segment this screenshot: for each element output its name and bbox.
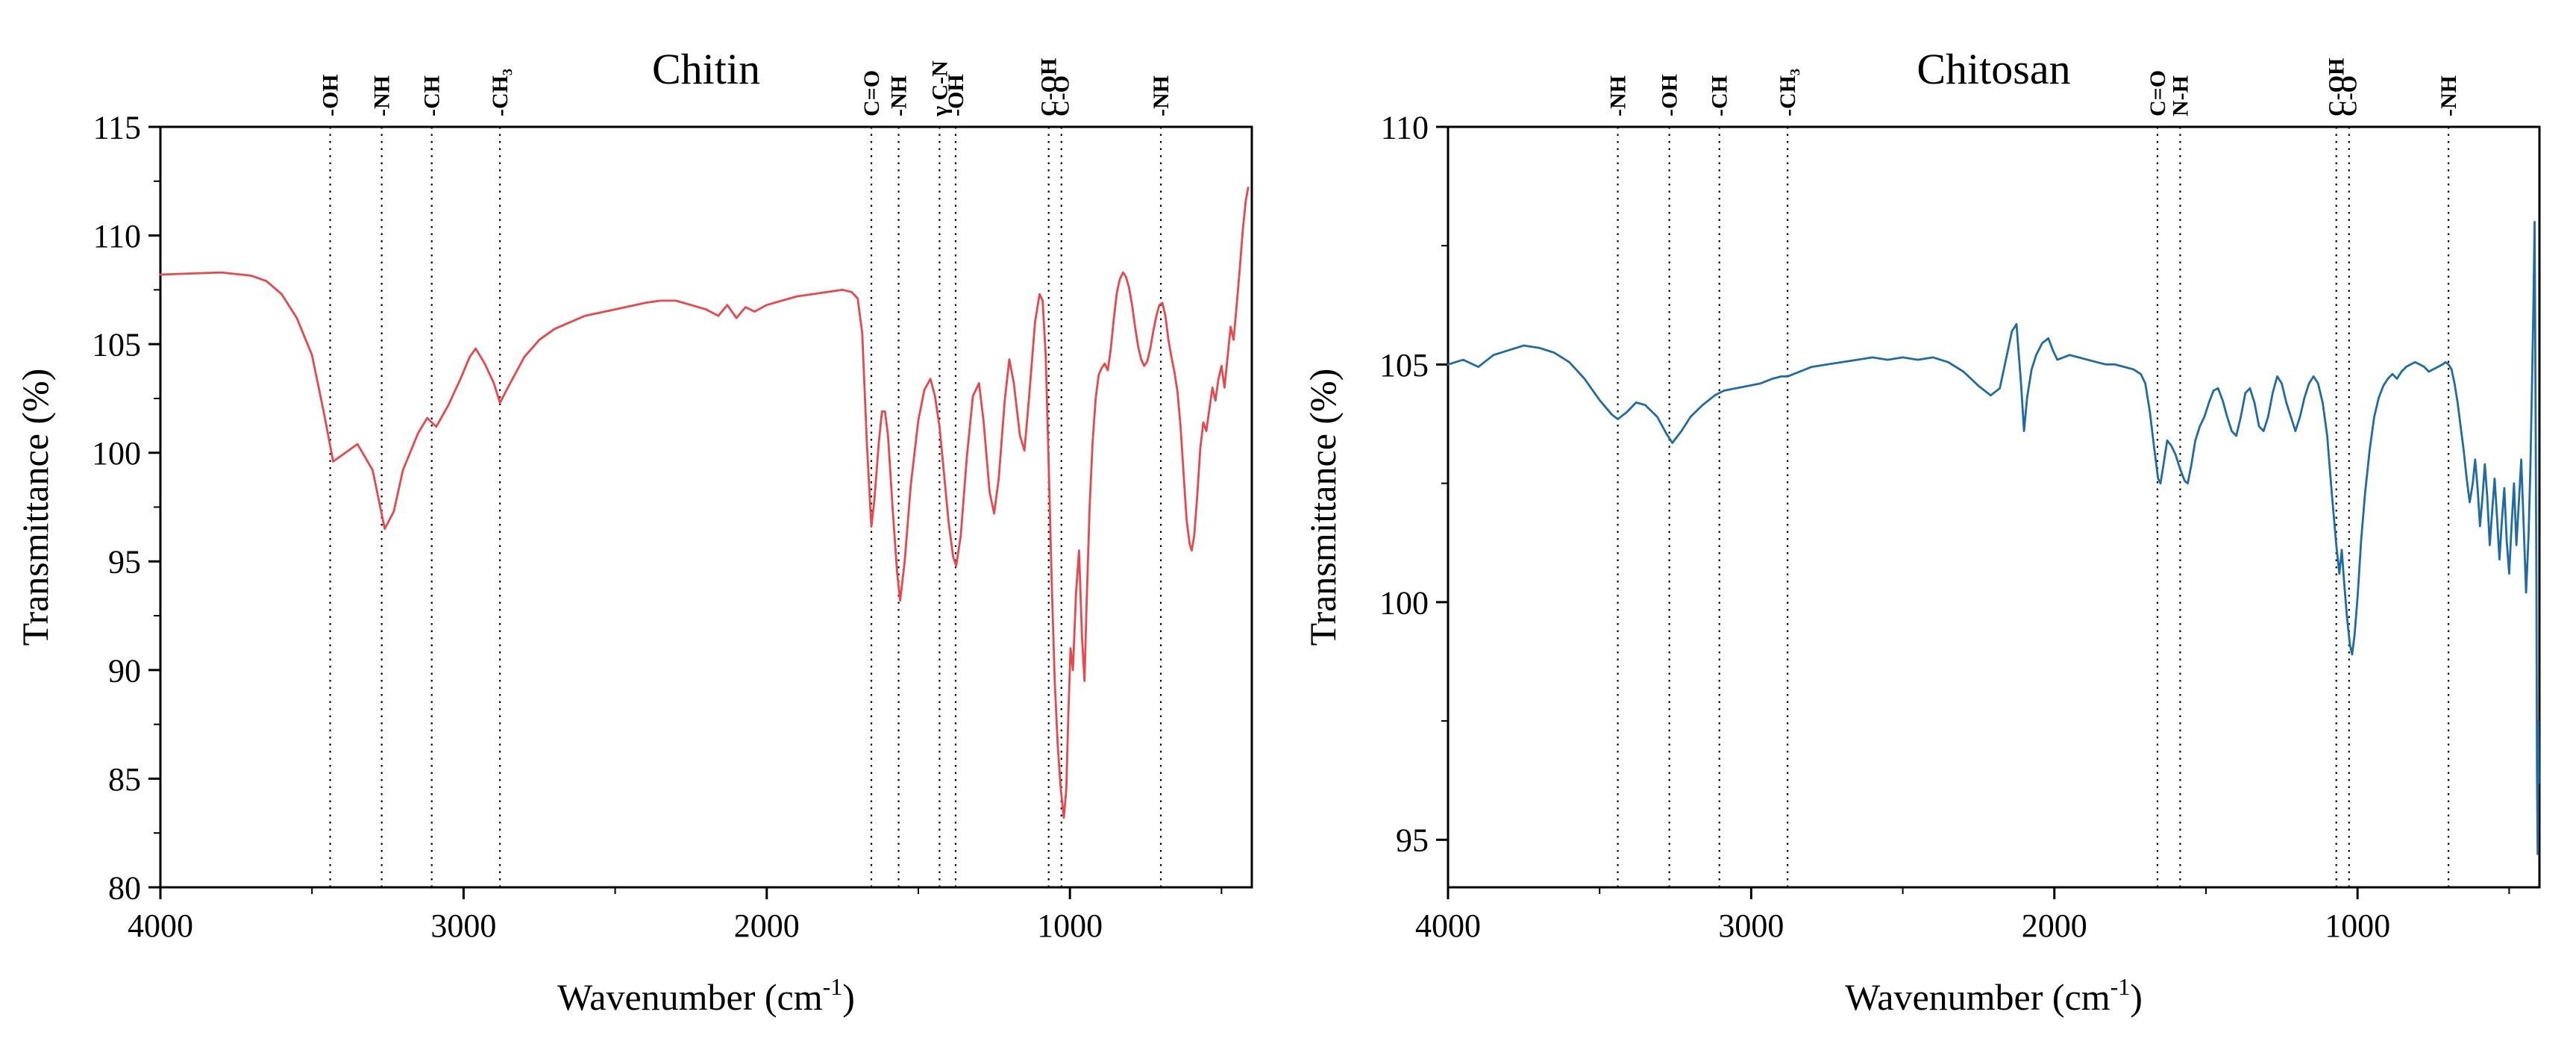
y-axis-ticks: 95 100 105 110 <box>1379 109 1448 859</box>
chitin-chart-svg: 4000 3000 2000 1000 80 85 90 95 100 105 110 115 -OH -… <box>0 0 1288 1050</box>
annotation-label: -CH <box>1708 75 1732 116</box>
y-tick-label: 115 <box>93 109 141 146</box>
annotation-labels: -NH -OH -CH -CH₃ C=ON-H C-OHC-O -NH <box>1605 58 2461 116</box>
y-tick-label: 100 <box>92 435 141 472</box>
y-axis-ticks: 80 85 90 95 100 105 110 115 <box>92 109 160 906</box>
y-tick-label: 105 <box>1379 347 1429 384</box>
annotation-label: -NH <box>370 75 395 116</box>
x-tick-label: 2000 <box>734 907 800 944</box>
annotation-label: -OH <box>1658 74 1682 116</box>
x-tick-label: 3000 <box>430 907 496 944</box>
x-tick-label: 2000 <box>2022 907 2087 944</box>
y-tick-label: 95 <box>1396 822 1429 859</box>
x-tick-label: 1000 <box>1037 907 1103 944</box>
x-axis-title: Wavenumber (cm-1) <box>557 973 855 1018</box>
annotation-label: -NH <box>1605 75 1630 116</box>
x-tick-label: 3000 <box>1718 907 1784 944</box>
chitosan-chart-svg: 4000 3000 2000 1000 95 100 105 110 -NH -OH -CH -CH₃… <box>1288 0 2575 1050</box>
plot-frame <box>1447 125 2541 889</box>
y-tick-label: 80 <box>108 869 141 906</box>
x-tick-label: 4000 <box>1415 907 1481 944</box>
y-axis-title: Transmittance (%) <box>1302 369 1344 646</box>
annotation-label: C=O <box>859 70 884 116</box>
annotation-label: -OH <box>318 74 342 116</box>
x-tick-label: 1000 <box>2325 907 2390 944</box>
y-tick-label: 110 <box>93 218 141 254</box>
y-axis-title: Transmittance (%) <box>14 369 56 646</box>
annotation-label: N-H <box>2168 75 2193 116</box>
annotation-label: C=O <box>2146 70 2170 116</box>
chitosan-chart-panel: 4000 3000 2000 1000 95 100 105 110 -NH -OH -CH -CH₃… <box>1288 0 2575 1050</box>
spectrum-line <box>159 187 1250 819</box>
annotation-label: C-OH <box>1037 58 1062 116</box>
annotation-label: -NH <box>886 75 911 116</box>
annotation-label: C-O <box>1050 75 1074 116</box>
annotation-label: C-O <box>2337 75 2362 116</box>
annotation-labels: -OH -NH -CH -CH₃ C=O -NH γ C-N-OH C-OHC-O -NH <box>318 58 1173 117</box>
y-tick-label: 90 <box>108 652 141 689</box>
annotation-label: -CH₃ <box>488 69 513 116</box>
y-tick-label: 100 <box>1379 584 1429 621</box>
chart-title: Chitin <box>652 45 760 93</box>
annotation-label: -NH <box>2436 75 2461 116</box>
annotation-label: C-OH <box>2325 58 2349 116</box>
y-tick-label: 85 <box>108 761 141 798</box>
annotation-label: -CH <box>420 75 445 116</box>
chitin-chart-panel: 4000 3000 2000 1000 80 85 90 95 100 105 110 115 -OH -… <box>0 0 1288 1050</box>
y-tick-label: 110 <box>1381 109 1429 146</box>
x-tick-label: 4000 <box>128 907 193 944</box>
y-tick-label: 95 <box>108 544 141 581</box>
chart-title: Chitosan <box>1917 45 2070 93</box>
x-axis-ticks: 4000 3000 2000 1000 <box>128 887 1223 944</box>
annotation-label: -CH₃ <box>1776 69 1800 116</box>
annotation-label: -NH <box>1149 75 1173 116</box>
x-axis-ticks: 4000 3000 2000 1000 <box>1415 887 2510 944</box>
annotation-label: -OH <box>944 74 968 116</box>
spectrum-line <box>1447 221 2540 855</box>
chart-background <box>1288 0 2575 1050</box>
y-tick-label: 105 <box>92 327 141 363</box>
x-axis-title: Wavenumber (cm-1) <box>1845 973 2143 1018</box>
annotation-label: γ C-N <box>927 60 952 117</box>
chart-background <box>0 0 1288 1050</box>
